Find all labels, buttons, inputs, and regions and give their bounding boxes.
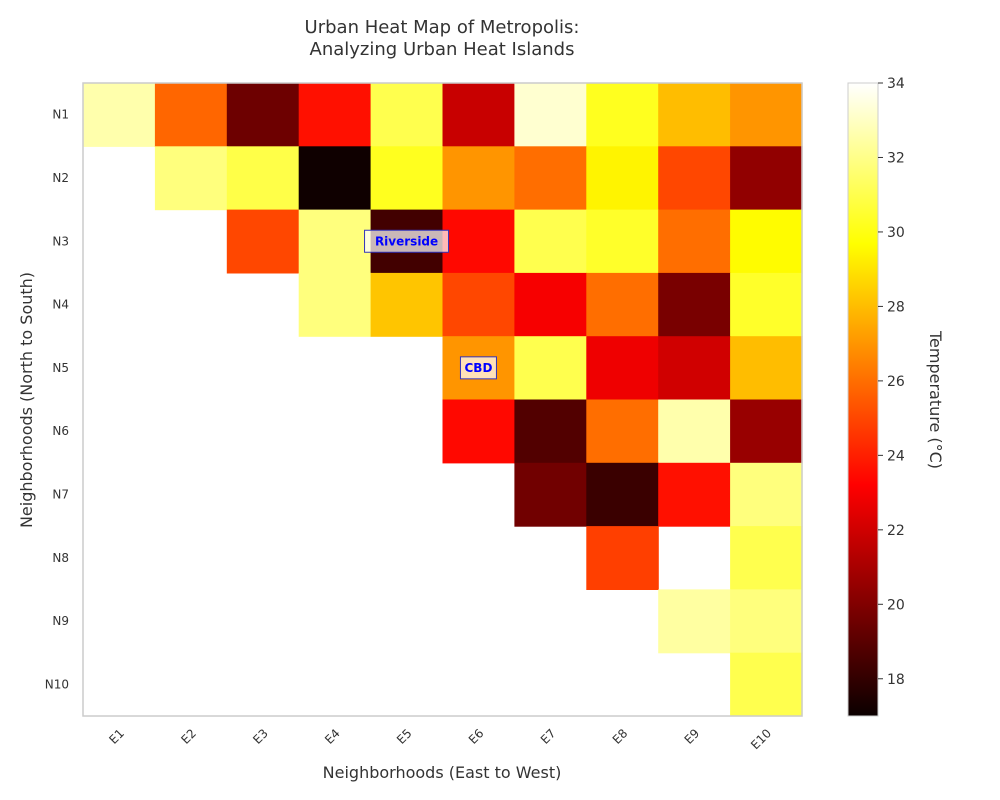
x-tick-label: E7 — [538, 726, 559, 747]
colorbar-ticks: 18 20 22 24 26 28 30 32 34 — [878, 76, 905, 688]
heatmap-cell — [514, 83, 587, 147]
x-axis-label: Neighborhoods (East to West) — [323, 763, 562, 782]
chart-title-line-2: Analyzing Urban Heat Islands — [310, 39, 575, 60]
annotation-box — [364, 229, 450, 253]
y-tick-label: N3 — [52, 234, 69, 248]
heatmap-cells — [83, 83, 803, 717]
y-tick-label: N7 — [52, 487, 69, 501]
heatmap-cell — [514, 399, 587, 464]
heatmap-cell — [514, 462, 587, 527]
heatmap-cell — [298, 146, 372, 211]
heatmap-cell — [586, 209, 659, 274]
annotation-label: CBD — [459, 356, 497, 380]
heatmap-cell — [514, 146, 587, 211]
y-tick-label: N8 — [52, 551, 69, 565]
y-tick-label: N9 — [52, 614, 69, 628]
x-tick-label: E4 — [322, 726, 343, 747]
heatmap-cell — [730, 209, 803, 274]
heatmap-cell — [442, 209, 515, 274]
heatmap-cell — [298, 272, 372, 337]
heatmap-cell — [730, 399, 803, 464]
heatmap-cell — [586, 83, 659, 147]
heatmap-cell — [730, 146, 803, 211]
colorbar-tick-label: 28 — [887, 299, 905, 315]
heatmap-cell — [586, 462, 659, 527]
colorbar-tick-label: 32 — [887, 150, 905, 166]
annotation-text: CBD — [464, 361, 492, 375]
colorbar-tick-label: 26 — [887, 374, 905, 390]
heatmap-cell — [730, 462, 803, 527]
heatmap-cell — [514, 336, 587, 401]
y-tick-label: N6 — [52, 424, 69, 438]
heatmap-cell — [154, 83, 228, 147]
heatmap-cell — [586, 336, 659, 401]
heatmap-cell — [154, 146, 228, 211]
heatmap-cell — [730, 83, 803, 147]
annotation-box — [459, 356, 497, 380]
annotations: Riverside CBD — [364, 229, 497, 380]
heatmap-cell — [658, 209, 731, 274]
y-axis-label: Neighborhoods (North to South) — [17, 272, 36, 528]
heatmap-cell — [730, 652, 803, 717]
x-tick-label: E5 — [394, 726, 415, 747]
y-tick-label: N10 — [45, 677, 69, 691]
heatmap-cell — [442, 272, 515, 337]
x-tick-label: E10 — [748, 726, 774, 752]
heatmap-cell — [658, 83, 731, 147]
heatmap-cell — [442, 399, 515, 464]
colorbar — [847, 82, 879, 717]
heatmap-cell — [514, 209, 587, 274]
x-tick-label: E6 — [466, 726, 487, 747]
heatmap-cell — [298, 83, 372, 147]
heatmap-cell — [730, 589, 803, 654]
heatmap-cell — [586, 399, 659, 464]
heatmap-cell — [298, 209, 372, 274]
colorbar-tick-label: 24 — [887, 448, 905, 464]
x-tick-label: E1 — [106, 726, 127, 747]
colorbar-tick-label: 18 — [887, 672, 905, 688]
heatmap-cell — [658, 462, 731, 527]
heatmap-cell — [442, 146, 515, 211]
colorbar-tick-label: 34 — [887, 76, 905, 92]
heatmap-cell — [83, 83, 156, 147]
heatmap-cell — [658, 272, 731, 337]
x-tick-labels: E1 E2 E3 E4 E5 E6 E7 E8 E9 E10 — [106, 726, 774, 752]
heatmap-cell — [730, 272, 803, 337]
heatmap-cell — [658, 589, 731, 654]
heatmap-cell — [730, 526, 803, 590]
y-tick-label: N5 — [52, 361, 69, 375]
heatmap-cell — [586, 272, 659, 337]
heatmap-cell — [658, 399, 731, 464]
x-tick-label: E9 — [682, 726, 703, 747]
colorbar-tick-label: 30 — [887, 225, 905, 241]
heatmap-cell — [586, 526, 659, 590]
heatmap-cell — [514, 272, 587, 337]
heatmap-cell — [730, 336, 803, 401]
y-tick-label: N2 — [52, 171, 69, 185]
heatmap-cell — [226, 209, 300, 274]
y-tick-label: N4 — [52, 298, 69, 312]
y-tick-labels: N1 N2 N3 N4 N5 N6 N7 N8 N9 N10 — [45, 108, 69, 692]
x-tick-label: E8 — [610, 726, 631, 747]
heatmap-cell — [226, 146, 300, 211]
x-tick-label: E2 — [178, 726, 199, 747]
x-tick-label: E3 — [250, 726, 271, 747]
colorbar-tick-label: 20 — [887, 597, 905, 613]
y-tick-label: N1 — [52, 108, 69, 122]
plot-frame — [82, 82, 803, 717]
annotation-label: Riverside — [364, 229, 450, 253]
heatmap-cell — [370, 146, 444, 211]
colorbar-tick-label: 22 — [887, 523, 905, 539]
heatmap-cell — [586, 146, 659, 211]
heatmap-cell — [370, 272, 444, 337]
chart-title-line-1: Urban Heat Map of Metropolis: — [305, 17, 580, 38]
heatmap-cell — [658, 336, 731, 401]
heatmap-cell — [442, 83, 515, 147]
colorbar-label: Temperature (°C) — [926, 330, 945, 469]
heatmap-cell — [658, 146, 731, 211]
heatmap-cell — [370, 83, 444, 147]
annotation-text: Riverside — [375, 234, 438, 248]
heatmap-cell — [226, 83, 300, 147]
